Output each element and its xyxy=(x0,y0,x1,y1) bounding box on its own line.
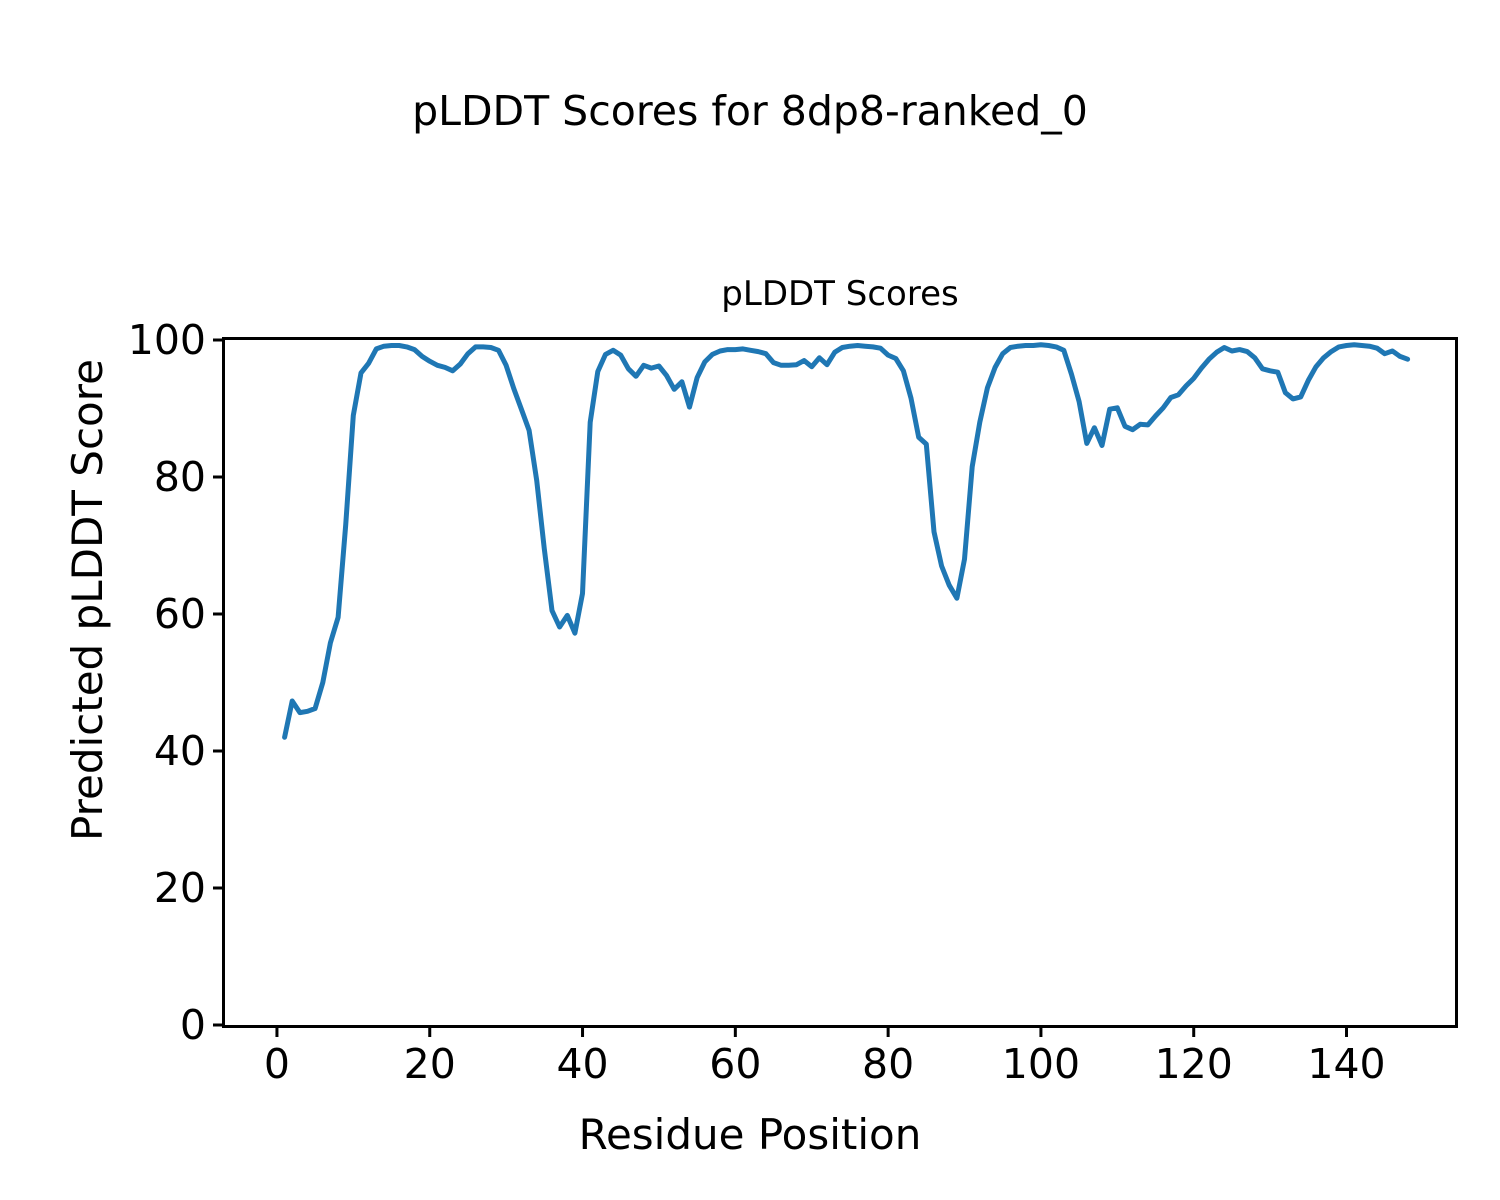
x-tick-label: 80 xyxy=(862,1040,915,1088)
y-tick-label: 0 xyxy=(179,1001,206,1049)
x-axis-label: Residue Position xyxy=(578,1110,922,1159)
x-tick-label: 120 xyxy=(1154,1040,1233,1088)
x-tick-label: 40 xyxy=(556,1040,609,1088)
axes-title: pLDDT Scores xyxy=(721,274,959,314)
y-tick-label: 60 xyxy=(153,590,206,638)
x-tick-label: 140 xyxy=(1307,1040,1386,1088)
y-tick-label: 80 xyxy=(153,453,206,501)
y-tick-label: 100 xyxy=(127,316,206,364)
figure-title: pLDDT Scores for 8dp8-ranked_0 xyxy=(412,87,1088,135)
x-tick-label: 0 xyxy=(263,1040,290,1088)
y-tick-label: 40 xyxy=(153,727,206,775)
x-tick-label: 100 xyxy=(1001,1040,1081,1088)
x-tick-label: 60 xyxy=(709,1040,762,1088)
plddt-line xyxy=(282,342,1411,740)
axes-frame xyxy=(222,337,1458,1028)
x-tick-label: 20 xyxy=(403,1040,456,1088)
y-tick-label: 20 xyxy=(153,864,206,912)
